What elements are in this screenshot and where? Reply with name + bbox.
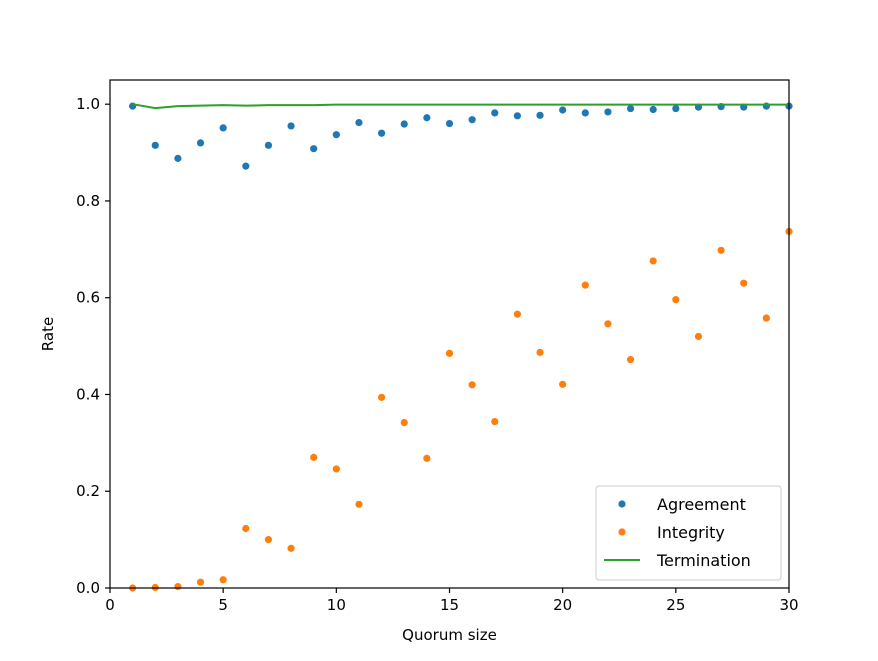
x-tick-label: 0 (105, 596, 115, 614)
y-tick-label: 0.4 (76, 385, 100, 403)
integrity-point (445, 349, 454, 357)
legend-integrity-label: Integrity (657, 523, 725, 542)
agreement-point (649, 105, 657, 114)
x-tick-label: 10 (327, 596, 346, 614)
agreement-point (264, 141, 273, 149)
agreement-point (491, 109, 499, 117)
integrity-point (332, 465, 340, 473)
integrity-point (740, 279, 748, 287)
agreement-point (604, 108, 612, 116)
integrity-point (423, 454, 431, 462)
agreement-point (445, 119, 454, 128)
integrity-point (287, 544, 295, 552)
integrity-point (174, 582, 182, 591)
agreement-point (378, 129, 386, 137)
y-tick-label: 0.8 (76, 192, 100, 210)
integrity-point (400, 418, 408, 427)
agreement-point (355, 118, 363, 127)
legend: Agreement Integrity Termination (595, 485, 782, 581)
agreement-point (129, 102, 137, 110)
agreement-point (151, 141, 159, 149)
agreement-point (762, 102, 770, 110)
integrity-point (762, 314, 770, 322)
agreement-point (174, 154, 182, 162)
agreement-point (219, 124, 227, 132)
integrity-point (378, 393, 386, 401)
y-tick-label: 0.2 (76, 482, 100, 500)
agreement-point (287, 122, 295, 130)
integrity-point (196, 578, 205, 586)
legend-integrity-swatch (618, 528, 626, 536)
agreement-point (626, 104, 635, 113)
integrity-point (649, 257, 657, 265)
agreement-point (536, 111, 544, 119)
termination-series-line (132, 103, 789, 110)
integrity-point (626, 356, 635, 364)
legend-agreement-swatch (618, 500, 626, 508)
y-axis-label: Rate (39, 317, 57, 351)
y-tick-label: 1.0 (76, 95, 100, 113)
x-tick-label: 5 (218, 596, 228, 614)
y-axis: 0.0 0.2 0.4 0.6 0.8 1.0 (76, 95, 110, 597)
agreement-point (513, 112, 522, 120)
agreement-point (581, 109, 589, 117)
agreement-point (196, 139, 205, 147)
integrity-point (264, 536, 273, 544)
agreement-point (242, 162, 250, 170)
x-tick-label: 15 (440, 596, 459, 614)
x-tick-label: 30 (779, 596, 798, 614)
series-layer (129, 102, 793, 592)
y-tick-label: 0.0 (76, 579, 100, 597)
agreement-point (672, 104, 680, 113)
integrity-point (242, 524, 250, 533)
x-axis-label: Quorum size (402, 626, 497, 644)
integrity-point (310, 453, 318, 461)
integrity-point (355, 500, 363, 508)
agreement-point (559, 106, 567, 114)
x-tick-label: 25 (666, 596, 685, 614)
integrity-point (717, 246, 725, 254)
integrity-point (694, 332, 703, 341)
integrity-point (581, 281, 589, 289)
agreement-point (423, 114, 431, 122)
x-axis: 0 5 10 15 20 25 30 (105, 588, 799, 614)
x-tick-label: 20 (553, 596, 572, 614)
integrity-point (468, 381, 476, 389)
integrity-point (672, 296, 680, 304)
integrity-point (604, 320, 612, 328)
integrity-point (536, 348, 544, 356)
legend-termination-label: Termination (656, 551, 751, 570)
agreement-point (332, 131, 340, 139)
integrity-point (491, 417, 499, 426)
y-tick-label: 0.6 (76, 289, 100, 307)
legend-agreement-label: Agreement (657, 495, 746, 514)
agreement-point (468, 116, 476, 124)
legend-box (595, 485, 782, 581)
agreement-point (310, 145, 318, 153)
integrity-point (219, 576, 227, 584)
integrity-point (559, 380, 567, 388)
integrity-point (513, 310, 522, 318)
agreement-point (400, 120, 408, 128)
